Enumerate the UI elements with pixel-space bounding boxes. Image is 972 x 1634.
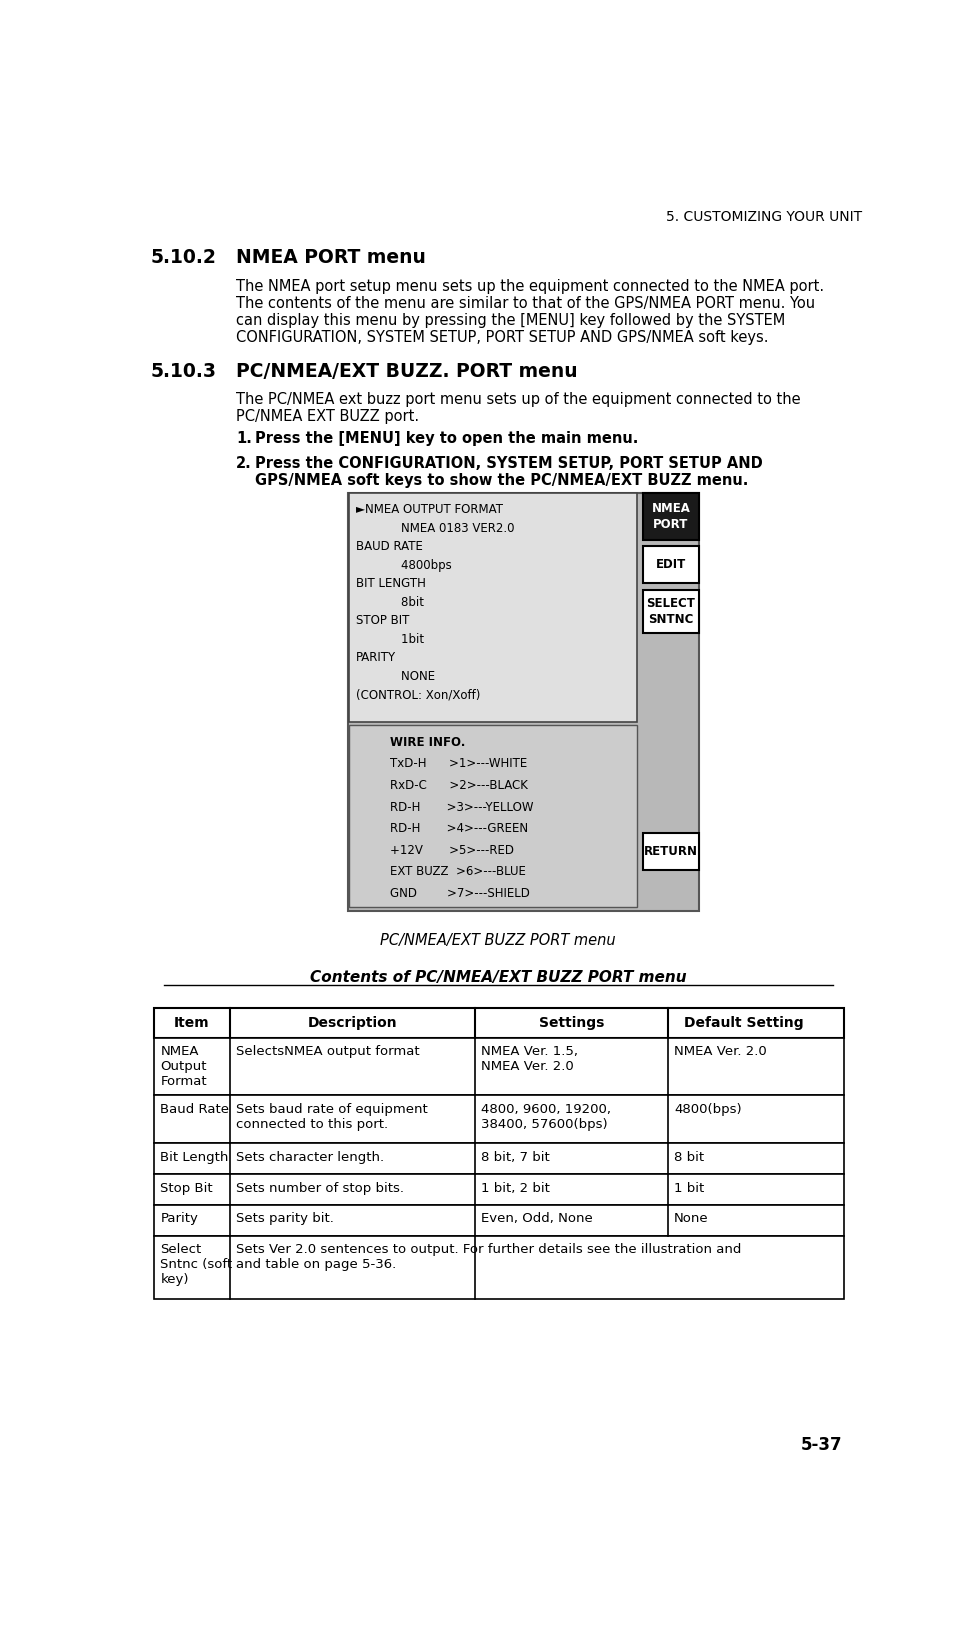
Text: 1 bit, 2 bit: 1 bit, 2 bit [481, 1181, 550, 1194]
Text: None: None [675, 1212, 709, 1226]
FancyBboxPatch shape [348, 492, 699, 912]
Text: NMEA PORT menu: NMEA PORT menu [236, 248, 426, 268]
Text: 8 bit: 8 bit [675, 1150, 705, 1163]
FancyBboxPatch shape [643, 833, 699, 869]
FancyBboxPatch shape [154, 1173, 844, 1204]
FancyBboxPatch shape [349, 725, 637, 907]
Text: GPS/NMEA soft keys to show the PC/NMEA/EXT BUZZ menu.: GPS/NMEA soft keys to show the PC/NMEA/E… [255, 472, 748, 487]
Text: PC/NMEA/EXT BUZZ. PORT menu: PC/NMEA/EXT BUZZ. PORT menu [236, 361, 577, 381]
Text: NMEA
PORT: NMEA PORT [651, 502, 690, 531]
Text: Bit Length: Bit Length [160, 1150, 228, 1163]
Text: RD-H       >4>---GREEN: RD-H >4>---GREEN [391, 822, 529, 835]
Text: GND        >7>---SHIELD: GND >7>---SHIELD [391, 887, 531, 900]
Text: WIRE INFO.: WIRE INFO. [391, 735, 466, 748]
Text: The NMEA port setup menu sets up the equipment connected to the NMEA port.: The NMEA port setup menu sets up the equ… [236, 279, 824, 294]
Text: TxD-H      >1>---WHITE: TxD-H >1>---WHITE [391, 758, 528, 770]
FancyBboxPatch shape [154, 1008, 844, 1038]
Text: BAUD RATE: BAUD RATE [356, 541, 423, 554]
Text: 2.: 2. [236, 456, 252, 471]
Text: 1 bit: 1 bit [675, 1181, 705, 1194]
Text: PC/NMEA/EXT BUZZ PORT menu: PC/NMEA/EXT BUZZ PORT menu [380, 933, 616, 948]
Text: Select
Sntnc (soft
key): Select Sntnc (soft key) [160, 1243, 232, 1286]
Text: 1bit: 1bit [356, 632, 424, 645]
Text: CONFIGURATION, SYSTEM SETUP, PORT SETUP AND GPS/NMEA soft keys.: CONFIGURATION, SYSTEM SETUP, PORT SETUP … [236, 330, 769, 345]
Text: NMEA Ver. 1.5,
NMEA Ver. 2.0: NMEA Ver. 1.5, NMEA Ver. 2.0 [481, 1046, 578, 1074]
Text: RD-H       >3>---YELLOW: RD-H >3>---YELLOW [391, 801, 534, 814]
Text: PC/NMEA EXT BUZZ port.: PC/NMEA EXT BUZZ port. [236, 410, 419, 425]
Text: Sets Ver 2.0 sentences to output. For further details see the illustration and
a: Sets Ver 2.0 sentences to output. For fu… [236, 1243, 742, 1271]
Text: The contents of the menu are similar to that of the GPS/NMEA PORT menu. You: The contents of the menu are similar to … [236, 296, 816, 310]
Text: 8 bit, 7 bit: 8 bit, 7 bit [481, 1150, 550, 1163]
Text: PARITY: PARITY [356, 652, 396, 663]
FancyBboxPatch shape [643, 492, 699, 541]
Text: +12V       >5>---RED: +12V >5>---RED [391, 843, 514, 856]
Text: 1.: 1. [236, 431, 252, 446]
Text: EDIT: EDIT [656, 559, 686, 572]
Text: EXT BUZZ  >6>---BLUE: EXT BUZZ >6>---BLUE [391, 866, 526, 877]
Text: NMEA
Output
Format: NMEA Output Format [160, 1046, 207, 1088]
Text: 4800(bps): 4800(bps) [675, 1103, 742, 1116]
Text: 5-37: 5-37 [801, 1436, 843, 1454]
Text: The PC/NMEA ext buzz port menu sets up of the equipment connected to the: The PC/NMEA ext buzz port menu sets up o… [236, 392, 801, 407]
Text: Sets character length.: Sets character length. [236, 1150, 384, 1163]
Text: 4800, 9600, 19200,
38400, 57600(bps): 4800, 9600, 19200, 38400, 57600(bps) [481, 1103, 611, 1131]
Text: Sets parity bit.: Sets parity bit. [236, 1212, 334, 1226]
Text: BIT LENGTH: BIT LENGTH [356, 577, 426, 590]
Text: Contents of PC/NMEA/EXT BUZZ PORT menu: Contents of PC/NMEA/EXT BUZZ PORT menu [310, 971, 686, 985]
Text: NMEA 0183 VER2.0: NMEA 0183 VER2.0 [356, 521, 514, 534]
Text: Even, Odd, None: Even, Odd, None [481, 1212, 593, 1226]
Text: Press the CONFIGURATION, SYSTEM SETUP, PORT SETUP AND: Press the CONFIGURATION, SYSTEM SETUP, P… [255, 456, 763, 471]
Text: Baud Rate: Baud Rate [160, 1103, 229, 1116]
Text: (CONTROL: Xon/Xoff): (CONTROL: Xon/Xoff) [356, 688, 480, 701]
FancyBboxPatch shape [154, 1095, 844, 1144]
FancyBboxPatch shape [154, 1144, 844, 1173]
Text: RxD-C      >2>---BLACK: RxD-C >2>---BLACK [391, 779, 529, 792]
FancyBboxPatch shape [154, 1235, 844, 1299]
FancyBboxPatch shape [154, 1038, 844, 1095]
Text: 5.10.2: 5.10.2 [151, 248, 217, 268]
Text: Press the [MENU] key to open the main menu.: Press the [MENU] key to open the main me… [255, 431, 639, 446]
FancyBboxPatch shape [154, 1204, 844, 1235]
Text: Settings: Settings [538, 1016, 604, 1029]
FancyBboxPatch shape [349, 492, 637, 722]
Text: RETURN: RETURN [644, 845, 698, 858]
Text: Item: Item [174, 1016, 210, 1029]
FancyBboxPatch shape [643, 546, 699, 583]
Text: 5.10.3: 5.10.3 [151, 361, 217, 381]
Text: ►NMEA OUTPUT FORMAT: ►NMEA OUTPUT FORMAT [356, 503, 503, 516]
Text: 8bit: 8bit [356, 596, 424, 609]
Text: SelectsNMEA output format: SelectsNMEA output format [236, 1046, 420, 1059]
Text: Sets number of stop bits.: Sets number of stop bits. [236, 1181, 404, 1194]
Text: 4800bps: 4800bps [356, 559, 451, 572]
Text: Stop Bit: Stop Bit [160, 1181, 213, 1194]
Text: SELECT
SNTNC: SELECT SNTNC [646, 596, 695, 626]
Text: Sets baud rate of equipment
connected to this port.: Sets baud rate of equipment connected to… [236, 1103, 428, 1131]
Text: Default Setting: Default Setting [684, 1016, 804, 1029]
Text: STOP BIT: STOP BIT [356, 614, 409, 627]
Text: NMEA Ver. 2.0: NMEA Ver. 2.0 [675, 1046, 767, 1059]
FancyBboxPatch shape [643, 590, 699, 632]
Text: can display this menu by pressing the [MENU] key followed by the SYSTEM: can display this menu by pressing the [M… [236, 314, 785, 328]
Text: NONE: NONE [356, 670, 434, 683]
Text: Parity: Parity [160, 1212, 198, 1226]
Text: Description: Description [307, 1016, 398, 1029]
Text: 5. CUSTOMIZING YOUR UNIT: 5. CUSTOMIZING YOUR UNIT [666, 209, 861, 224]
